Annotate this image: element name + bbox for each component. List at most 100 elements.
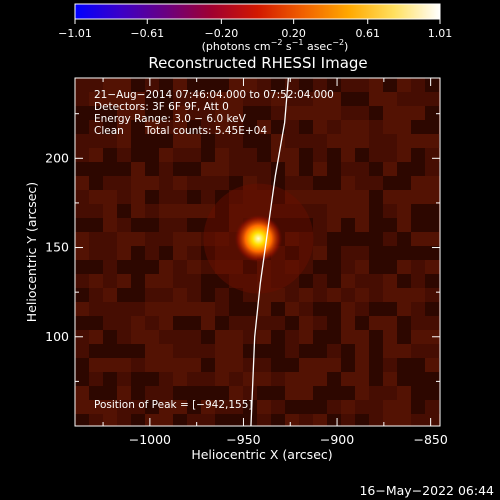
heatmap-cell <box>397 288 411 302</box>
heatmap-cell <box>285 386 299 400</box>
heatmap-cell <box>341 260 355 274</box>
heatmap-cell <box>243 106 257 120</box>
heatmap-cell <box>131 400 145 414</box>
heatmap-cell <box>103 246 117 260</box>
heatmap-cell <box>145 162 159 176</box>
heatmap-cell <box>103 414 117 426</box>
heatmap-cell <box>117 386 131 400</box>
heatmap-cell <box>229 190 243 204</box>
heatmap-cell <box>411 302 425 316</box>
heatmap-cell <box>201 106 215 120</box>
x-axis-label: Heliocentric X (arcsec) <box>191 447 332 462</box>
heatmap-cell <box>187 232 201 246</box>
heatmap-cell <box>271 358 285 372</box>
heatmap-cell <box>187 274 201 288</box>
heatmap-cell <box>257 358 271 372</box>
heatmap-cell <box>131 274 145 288</box>
heatmap-cell <box>131 330 145 344</box>
heatmap-cell <box>187 162 201 176</box>
heatmap-cell <box>313 400 327 414</box>
heatmap-cell <box>439 330 440 344</box>
heatmap-cell <box>355 274 369 288</box>
heatmap-cell <box>369 400 383 414</box>
heatmap-cell <box>327 148 341 162</box>
heatmap-cell <box>117 232 131 246</box>
heatmap-cell <box>131 148 145 162</box>
heatmap-cell <box>201 120 215 134</box>
heatmap-cell <box>285 330 299 344</box>
heatmap-cell <box>285 190 299 204</box>
heatmap-cell <box>369 120 383 134</box>
heatmap-cell <box>131 176 145 190</box>
heatmap-cell <box>425 232 439 246</box>
heatmap-cell <box>215 176 229 190</box>
heatmap-cell <box>103 358 117 372</box>
heatmap-cell <box>229 344 243 358</box>
heatmap-cell <box>131 302 145 316</box>
heatmap-cell <box>341 358 355 372</box>
heatmap-cell <box>201 246 215 260</box>
heatmap-cell <box>355 162 369 176</box>
heatmap-cell <box>145 316 159 330</box>
heatmap-cell <box>75 162 89 176</box>
heatmap-cell <box>271 400 285 414</box>
heatmap-cell <box>145 246 159 260</box>
heatmap-cell <box>369 218 383 232</box>
heatmap-cell <box>131 372 145 386</box>
heatmap-cell <box>425 92 439 106</box>
heatmap-cell <box>229 400 243 414</box>
x-tick-label: −1000 <box>129 432 171 447</box>
heatmap-cell <box>215 400 229 414</box>
heatmap-cell <box>229 358 243 372</box>
heatmap-cell <box>243 176 257 190</box>
heatmap-cell <box>355 106 369 120</box>
heatmap-texture <box>75 78 440 426</box>
heatmap-cell <box>117 260 131 274</box>
heatmap-cell <box>215 274 229 288</box>
heatmap-cell <box>89 78 103 92</box>
heatmap-cell <box>145 232 159 246</box>
heatmap-cell <box>159 386 173 400</box>
heatmap-cell <box>313 218 327 232</box>
colorbar-tick-label: 0.61 <box>355 27 380 40</box>
flare-source <box>234 214 283 263</box>
heatmap-cell <box>215 120 229 134</box>
heatmap-cell <box>117 358 131 372</box>
heatmap-cell <box>215 148 229 162</box>
heatmap-cell <box>229 162 243 176</box>
plot-area <box>75 78 440 426</box>
heatmap-cell <box>103 302 117 316</box>
heatmap-cell <box>341 176 355 190</box>
heatmap-cell <box>397 134 411 148</box>
heatmap-cell <box>369 162 383 176</box>
heatmap-cell <box>75 232 89 246</box>
heatmap-cell <box>355 204 369 218</box>
heatmap-cell <box>159 78 173 92</box>
heatmap-cell <box>131 134 145 148</box>
heatmap-cell <box>313 260 327 274</box>
heatmap-cell <box>103 288 117 302</box>
heatmap-cell <box>411 162 425 176</box>
heatmap-cell <box>117 414 131 426</box>
heatmap-cell <box>355 372 369 386</box>
heatmap-cell <box>369 274 383 288</box>
heatmap-cell <box>159 302 173 316</box>
heatmap-cell <box>159 414 173 426</box>
heatmap-cell <box>341 400 355 414</box>
heatmap-cell <box>215 246 229 260</box>
heatmap-cell <box>257 316 271 330</box>
heatmap-cell <box>243 120 257 134</box>
heatmap-cell <box>271 148 285 162</box>
heatmap-cell <box>355 148 369 162</box>
heatmap-cell <box>369 386 383 400</box>
heatmap-cell <box>397 344 411 358</box>
heatmap-cell <box>117 246 131 260</box>
heatmap-cell <box>75 148 89 162</box>
heatmap-cell <box>215 190 229 204</box>
heatmap-cell <box>397 302 411 316</box>
heatmap-cell <box>215 330 229 344</box>
heatmap-cell <box>243 92 257 106</box>
heatmap-cell <box>89 246 103 260</box>
heatmap-cell <box>327 330 341 344</box>
